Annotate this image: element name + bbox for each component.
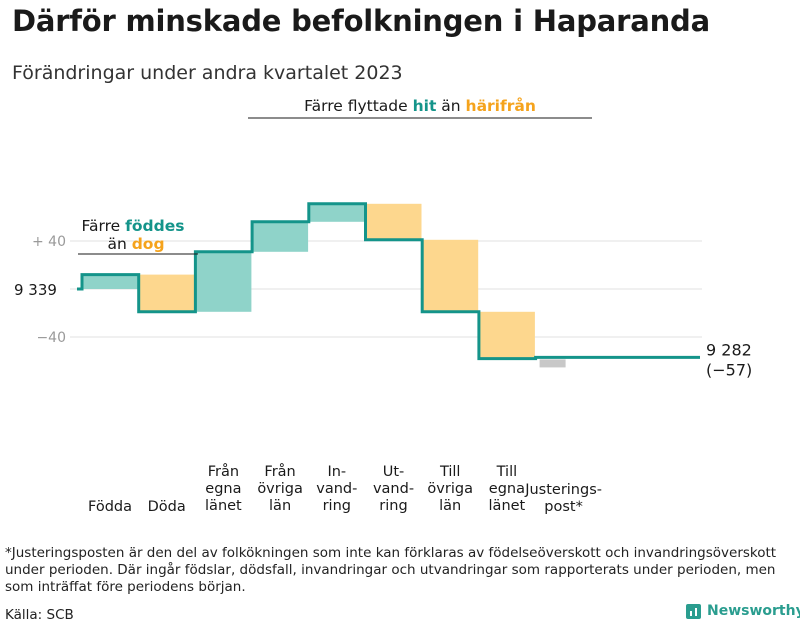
category-label: egna xyxy=(205,481,241,497)
category-label: Födda xyxy=(88,499,132,515)
waterfall-bar xyxy=(308,203,365,222)
category-label: ring xyxy=(379,498,407,514)
start-value-label: 9 339 xyxy=(14,281,57,299)
waterfall-bar xyxy=(252,221,309,252)
category-label: län xyxy=(269,498,291,514)
chart-logo-icon xyxy=(686,603,701,619)
end-change-label: (−57) xyxy=(706,360,752,379)
footnote: *Justeringsposten är den del av folkökni… xyxy=(5,545,777,595)
category-label: Till xyxy=(439,464,461,480)
annotation-births-line1: Färre föddes xyxy=(82,217,185,235)
annotation-migration: Färre flyttade hit än härifrån xyxy=(304,96,536,115)
brand-name: Newsworthy xyxy=(707,603,800,619)
y-tick-label: + 40 xyxy=(32,234,66,250)
waterfall-bar xyxy=(478,311,535,359)
category-label: Ut- xyxy=(383,464,405,480)
waterfall-bar xyxy=(82,274,138,289)
chart-subtitle: Förändringar under andra kvartalet 2023 xyxy=(12,62,403,84)
y-tick-label: −40 xyxy=(36,330,66,346)
waterfall-bar xyxy=(195,251,252,312)
category-label: Döda xyxy=(148,499,186,515)
source-note: Källa: SCB xyxy=(5,607,74,623)
waterfall-bar xyxy=(539,359,566,368)
category-label: post* xyxy=(544,499,583,515)
category-label: In- xyxy=(327,464,346,480)
category-label: Från xyxy=(208,463,239,480)
category-label: Från xyxy=(264,463,295,480)
category-label: övriga xyxy=(427,481,473,497)
newsworthy-logo: Newsworthy xyxy=(686,603,800,619)
cumulative-step-line xyxy=(77,202,700,361)
waterfall-bar xyxy=(365,203,422,240)
category-label: länet xyxy=(489,498,526,514)
annotation-births-line2: än dog xyxy=(107,235,164,253)
category-label: egna xyxy=(489,481,525,497)
category-label: län xyxy=(439,498,461,514)
category-label: länet xyxy=(205,498,242,514)
chart-title: Därför minskade befolkningen i Haparanda xyxy=(12,4,710,38)
category-label: Justerings- xyxy=(524,482,602,498)
category-label: vand- xyxy=(373,481,414,497)
waterfall-bar xyxy=(138,274,195,312)
end-value-label: 9 282 xyxy=(706,340,752,359)
category-label: ring xyxy=(323,498,351,514)
category-label: övriga xyxy=(257,481,303,497)
waterfall-bar xyxy=(422,239,479,312)
category-label: vand- xyxy=(316,481,357,497)
category-label: Till xyxy=(496,464,518,480)
